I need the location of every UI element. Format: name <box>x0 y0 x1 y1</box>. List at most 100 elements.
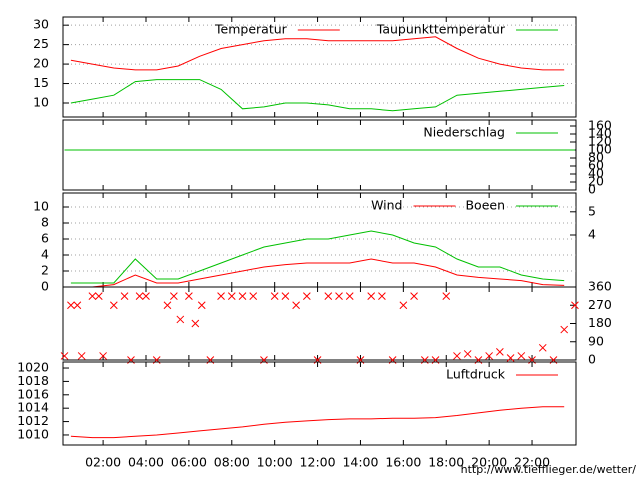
x-tick-label: 16:00 <box>385 455 421 470</box>
point-marker <box>485 352 493 360</box>
y2-tick-label: 4 <box>588 227 596 242</box>
point-marker <box>77 352 86 360</box>
point-marker <box>176 315 185 324</box>
point-marker <box>163 301 172 310</box>
point-marker <box>67 301 75 310</box>
y-tick-label: 1020 <box>17 360 49 375</box>
y-tick-label: 1014 <box>17 400 49 415</box>
x-tick-label: 22:00 <box>514 455 550 470</box>
y2-tick-label: 180 <box>588 315 612 330</box>
point-marker <box>571 301 579 310</box>
y2-tick-label: 140 <box>588 126 612 141</box>
point-marker <box>367 292 376 300</box>
legend-label: Boeen <box>465 198 505 213</box>
legend-label: Taupunkttemperatur <box>376 22 506 37</box>
point-marker <box>197 301 206 310</box>
x-tick-label: 06:00 <box>171 455 207 470</box>
y2-tick-label: 100 <box>588 142 612 157</box>
y-tick-label: 20 <box>33 56 49 71</box>
point-marker <box>94 292 103 300</box>
line-series <box>70 79 565 112</box>
y-tick-label: 10 <box>33 94 49 109</box>
y-tick-label: 15 <box>33 75 49 90</box>
x-tick-label: 02:00 <box>85 455 121 470</box>
y-tick-label: 0 <box>41 279 49 294</box>
y2-tick-label: 270 <box>588 297 612 312</box>
point-marker <box>99 352 107 360</box>
credit: http://www.tiefflieger.de/wetter/ <box>461 463 637 476</box>
y2-tick-label: 40 <box>588 166 604 181</box>
x-tick-label: 20:00 <box>471 455 507 470</box>
point-marker <box>281 292 290 300</box>
point-marker <box>335 292 343 300</box>
point-marker <box>292 301 300 310</box>
x-tick-label: 12:00 <box>300 455 336 470</box>
x-tick-label: 14:00 <box>342 455 378 470</box>
y-tick-label: 8 <box>41 215 49 230</box>
y-tick-label: 1018 <box>17 373 49 388</box>
y2-tick-label: 160 <box>588 118 612 133</box>
point-marker <box>120 292 129 300</box>
point-marker <box>185 292 193 300</box>
point-marker <box>324 292 333 300</box>
point-marker <box>238 292 247 300</box>
point-marker <box>345 292 354 300</box>
y2-tick-label: 20 <box>588 174 604 189</box>
point-marker <box>538 343 547 352</box>
y-tick-label: 4 <box>41 247 49 262</box>
point-marker <box>191 319 200 328</box>
point-marker <box>60 352 69 360</box>
point-marker <box>249 292 258 300</box>
panel-frame <box>62 361 577 446</box>
y-tick-label: 25 <box>33 36 49 51</box>
point-marker <box>88 292 97 300</box>
line-series <box>70 258 565 288</box>
point-marker <box>463 350 472 358</box>
y2-tick-label: 90 <box>588 333 604 348</box>
line-series <box>70 230 565 284</box>
x-tick-label: 04:00 <box>128 455 164 470</box>
point-marker <box>506 354 515 362</box>
point-marker <box>410 292 418 300</box>
point-marker <box>217 292 225 300</box>
point-marker <box>453 352 461 360</box>
point-marker <box>170 292 178 300</box>
x-tick-label: 18:00 <box>428 455 464 470</box>
point-marker <box>135 292 144 300</box>
point-marker <box>378 292 386 300</box>
point-marker <box>517 352 526 360</box>
point-marker <box>227 292 236 300</box>
y-tick-label: 6 <box>41 231 49 246</box>
y-tick-label: 10 <box>33 199 49 214</box>
y-tick-label: 2 <box>41 263 49 278</box>
y2-tick-label: 60 <box>588 158 604 173</box>
legend-label: Temperatur <box>214 22 288 37</box>
legend-label: Niederschlag <box>423 125 505 140</box>
y2-tick-label: 5 <box>588 203 596 218</box>
y-tick-label: 1016 <box>17 386 49 401</box>
y2-tick-label: 0 <box>588 352 596 367</box>
x-tick-label: 08:00 <box>214 455 250 470</box>
legend-label: Luftdruck <box>446 367 506 382</box>
y2-tick-label: 80 <box>588 150 604 165</box>
y2-tick-label: 0 <box>588 182 596 197</box>
point-marker <box>442 292 451 300</box>
line-series <box>70 36 565 71</box>
panel-frame <box>62 119 577 191</box>
x-tick-label: 10:00 <box>257 455 293 470</box>
point-marker <box>73 301 82 310</box>
legend-label: Wind <box>371 198 402 213</box>
y-tick-label: 1010 <box>17 426 49 441</box>
point-marker <box>109 301 118 310</box>
point-marker <box>270 292 279 300</box>
panel-frame <box>62 16 577 118</box>
y2-tick-label: 360 <box>588 279 612 294</box>
point-marker <box>399 301 408 310</box>
point-marker <box>142 292 150 300</box>
point-marker <box>560 325 569 334</box>
line-series <box>70 406 565 439</box>
point-marker <box>302 292 311 300</box>
